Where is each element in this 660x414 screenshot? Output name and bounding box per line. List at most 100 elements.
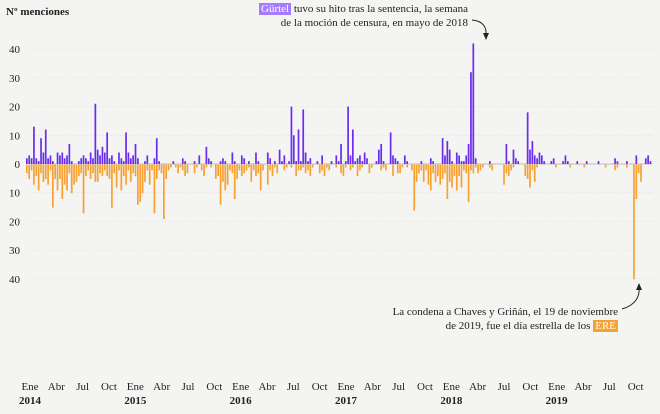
x-year-label: 2016 bbox=[230, 395, 253, 407]
gurtel-bar bbox=[316, 161, 319, 164]
ere-bar bbox=[167, 164, 170, 171]
gurtel-bar bbox=[375, 161, 378, 164]
gurtel-bar bbox=[134, 143, 137, 164]
x-month-label: Ene bbox=[443, 381, 460, 393]
gurtel-bar bbox=[155, 138, 158, 164]
gurtel-bar bbox=[66, 155, 68, 164]
ere-arrow bbox=[621, 286, 640, 310]
x-month-label: Jul bbox=[287, 381, 300, 393]
x-month-label: Oct bbox=[101, 381, 117, 393]
ere-bar bbox=[179, 164, 182, 168]
ere-bar bbox=[349, 164, 352, 171]
ere-bar bbox=[370, 164, 373, 168]
ere-bar bbox=[477, 164, 479, 174]
ere-bar bbox=[304, 164, 307, 174]
ere-bar bbox=[170, 164, 172, 168]
x-year-label: 2019 bbox=[546, 395, 569, 407]
ere-bar bbox=[30, 164, 33, 171]
gurtel-bar bbox=[290, 106, 293, 164]
ere-bar bbox=[127, 164, 130, 171]
gurtel-bar bbox=[550, 161, 553, 164]
ere-bar bbox=[458, 164, 460, 177]
ere-bar bbox=[89, 164, 92, 179]
ere-bar bbox=[250, 164, 253, 182]
gurtel-bar bbox=[463, 161, 465, 164]
ere-bar bbox=[290, 164, 293, 168]
gurtel-bar bbox=[49, 155, 52, 164]
gurtel-bar bbox=[205, 146, 208, 164]
ere-bar bbox=[196, 164, 198, 168]
gurtel-bar bbox=[562, 161, 564, 164]
ere-arrowhead bbox=[636, 283, 642, 290]
ere-bar bbox=[460, 164, 463, 188]
gurtel-arrowhead bbox=[483, 33, 489, 40]
gurtel-bar bbox=[281, 161, 283, 164]
gurtel-bar bbox=[59, 155, 61, 164]
ere-bar bbox=[47, 164, 49, 185]
ere-bar bbox=[106, 164, 109, 177]
gurtel-bar bbox=[99, 155, 101, 164]
ere-bar bbox=[80, 164, 83, 174]
x-month-label: Jul bbox=[182, 381, 195, 393]
ere-bar bbox=[51, 164, 54, 208]
gurtel-bar bbox=[80, 158, 83, 164]
ere-bar bbox=[59, 164, 61, 179]
ere-bar bbox=[321, 164, 323, 171]
gurtel-bar bbox=[335, 155, 338, 164]
y-tick-label: 20 bbox=[9, 216, 21, 228]
ere-bar bbox=[271, 164, 274, 177]
gurtel-bar bbox=[274, 161, 276, 164]
ere-bar bbox=[108, 164, 111, 179]
gurtel-bar bbox=[489, 161, 491, 164]
gurtel-bar bbox=[526, 112, 529, 164]
ere-bar bbox=[451, 164, 453, 188]
x-month-label: Ene bbox=[127, 381, 144, 393]
ere-bar bbox=[219, 164, 222, 205]
ere-bar bbox=[422, 164, 425, 182]
ere-bar bbox=[92, 164, 94, 174]
x-month-label: Oct bbox=[522, 381, 538, 393]
gurtel-bar bbox=[44, 129, 47, 164]
gurtel-bar bbox=[96, 149, 99, 164]
gurtel-bar bbox=[597, 161, 600, 164]
ere-bar bbox=[326, 164, 328, 168]
y-axis-title: Nº menciones bbox=[6, 6, 70, 18]
gurtel-bar bbox=[269, 158, 272, 164]
ere-bar bbox=[255, 164, 257, 177]
gurtel-bar bbox=[302, 109, 305, 164]
gurtel-bar bbox=[283, 155, 286, 164]
gurtel-bar bbox=[455, 152, 458, 164]
ere-bar bbox=[489, 164, 491, 168]
gurtel-bar bbox=[85, 158, 87, 164]
ere-bar bbox=[233, 164, 236, 200]
gurtel-bar bbox=[82, 155, 85, 164]
ere-bar bbox=[113, 164, 116, 174]
gurtel-bar bbox=[108, 158, 111, 164]
gurtel-bar bbox=[47, 158, 49, 164]
gurtel-bar bbox=[465, 155, 468, 164]
ere-bar bbox=[28, 164, 31, 179]
ere-bar bbox=[507, 164, 510, 177]
ere-bar bbox=[231, 164, 234, 174]
ere-bar bbox=[94, 164, 97, 182]
ere-bar bbox=[49, 164, 52, 171]
ere-bar bbox=[453, 164, 456, 177]
ere-bar bbox=[222, 164, 224, 182]
ere-bar bbox=[307, 164, 309, 171]
ere-bar bbox=[382, 164, 385, 168]
gurtel-bar bbox=[193, 161, 196, 164]
ere-bar bbox=[300, 164, 302, 171]
ere-bar bbox=[465, 164, 468, 174]
y-tick-label: 30 bbox=[9, 245, 21, 257]
gurtel-bar bbox=[517, 161, 520, 164]
ere-bar bbox=[472, 164, 475, 174]
ere-bar bbox=[262, 164, 264, 171]
gurtel-bar bbox=[300, 161, 302, 164]
gurtel-bar bbox=[219, 161, 222, 164]
gurtel-bar bbox=[37, 161, 40, 164]
ere-bar bbox=[184, 164, 186, 177]
ere-annotation-line2: de 2019, fue el día estrella de los bbox=[445, 320, 594, 332]
ere-bar bbox=[524, 164, 527, 177]
ere-bar bbox=[238, 164, 241, 171]
ere-bar bbox=[125, 164, 127, 185]
